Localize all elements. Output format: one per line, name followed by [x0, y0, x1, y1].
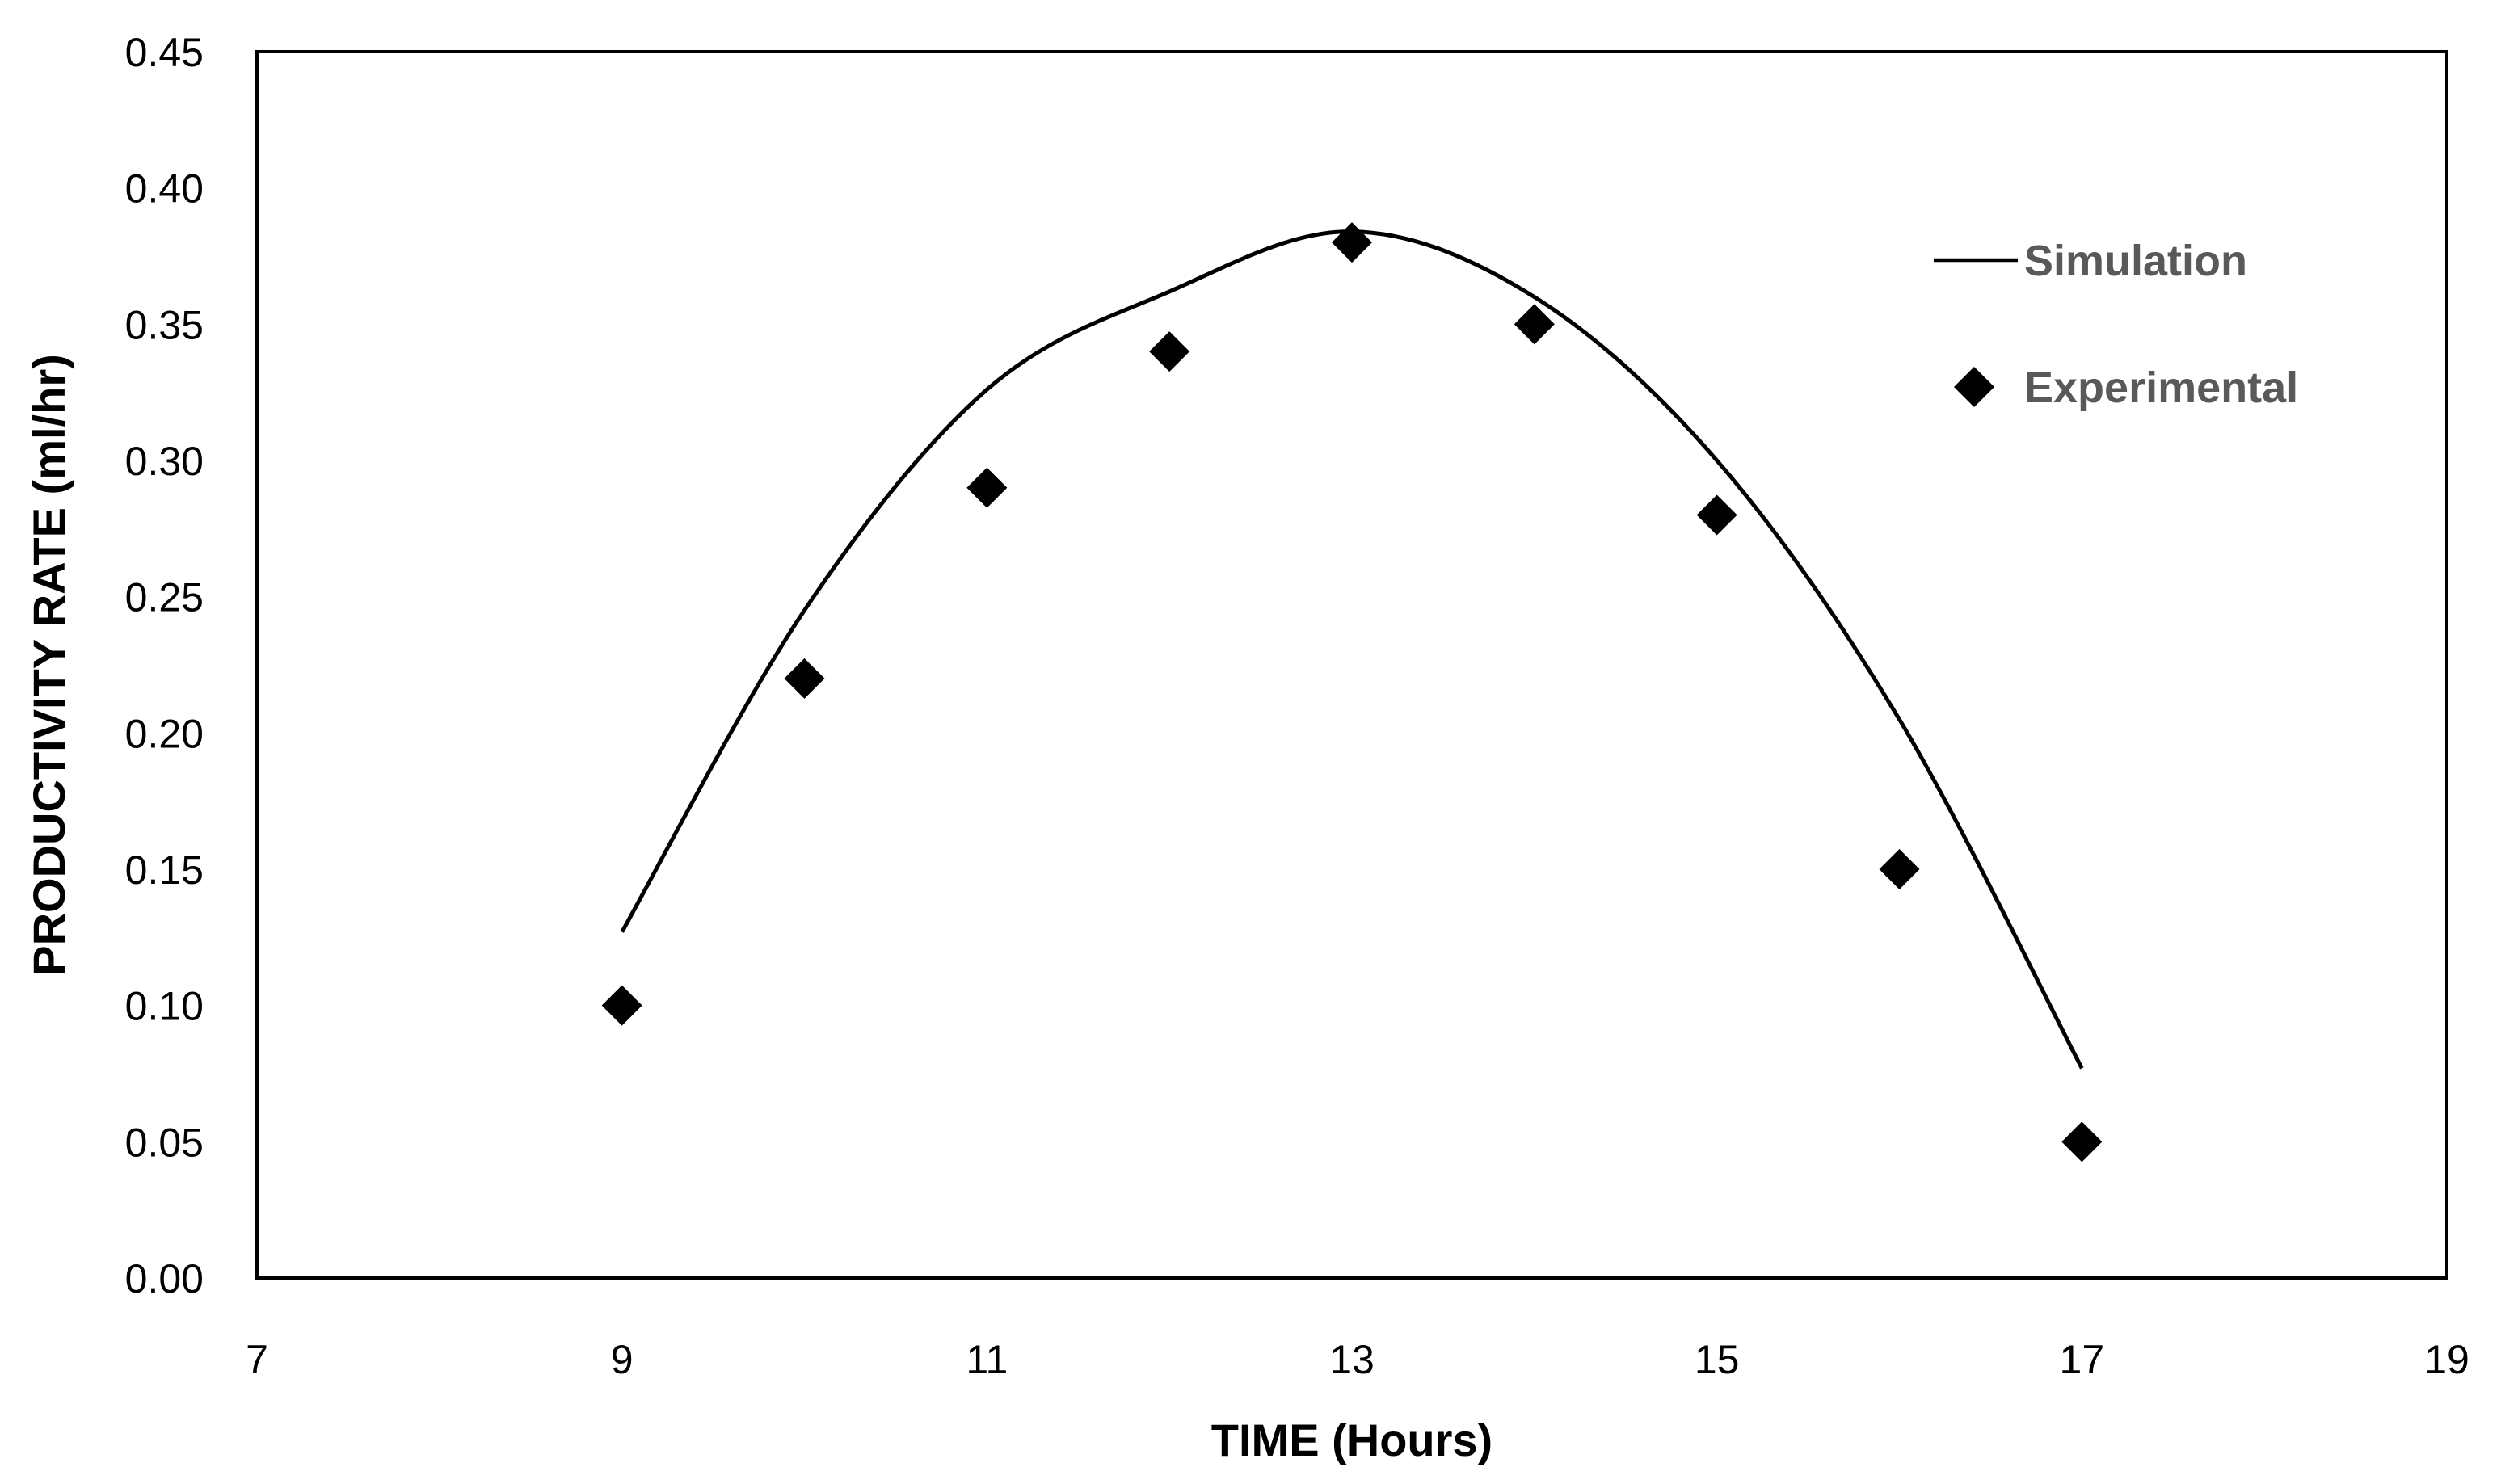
y-tick-label: 0.30	[125, 439, 204, 484]
y-tick-label: 0.20	[125, 711, 204, 756]
y-tick-label: 0.15	[125, 847, 204, 893]
y-tick-label: 0.10	[125, 984, 204, 1029]
experimental-point	[1332, 222, 1372, 263]
experimental-point	[1696, 494, 1737, 536]
experimental-point	[784, 658, 825, 699]
x-tick-label: 9	[611, 1337, 634, 1382]
y-tick-label: 0.40	[125, 166, 204, 212]
x-tick-label: 7	[246, 1337, 268, 1382]
legend-simulation-label: Simulation	[2024, 237, 2247, 285]
y-tick-label: 0.00	[125, 1256, 204, 1301]
y-tick-label: 0.45	[125, 30, 204, 75]
legend-experimental-label: Experimental	[2024, 364, 2298, 412]
legend-experimental-marker	[1954, 367, 1994, 407]
y-tick-labels: 0.00 0.05 0.10 0.15 0.20 0.25 0.30 0.35 0.40 0.45	[125, 30, 204, 1301]
experimental-point	[966, 467, 1008, 508]
x-axis-title: TIME (Hours)	[1211, 1415, 1493, 1465]
x-tick-label: 11	[966, 1337, 1008, 1382]
x-tick-label: 13	[1329, 1337, 1375, 1382]
x-tick-labels: 7 9 11 13 15 17 19	[246, 1337, 2469, 1382]
series-layer	[601, 222, 2103, 1162]
experimental-point	[1879, 849, 1920, 889]
experimental-point	[1149, 331, 1190, 372]
y-tick-label: 0.25	[125, 575, 204, 620]
x-tick-label: 15	[1695, 1337, 1740, 1382]
experimental-point	[601, 985, 642, 1026]
x-tick-label: 19	[2424, 1337, 2469, 1382]
y-tick-label: 0.05	[125, 1120, 204, 1165]
plot-area	[255, 50, 2448, 1280]
legend: Simulation Experimental	[1934, 237, 2298, 412]
y-tick-label: 0.35	[125, 302, 204, 347]
experimental-point	[2061, 1121, 2103, 1162]
x-tick-label: 17	[2060, 1337, 2105, 1382]
y-axis-title: PRODUCTIVITY RATE (ml/hr)	[23, 354, 74, 976]
experimental-point	[1514, 304, 1555, 345]
